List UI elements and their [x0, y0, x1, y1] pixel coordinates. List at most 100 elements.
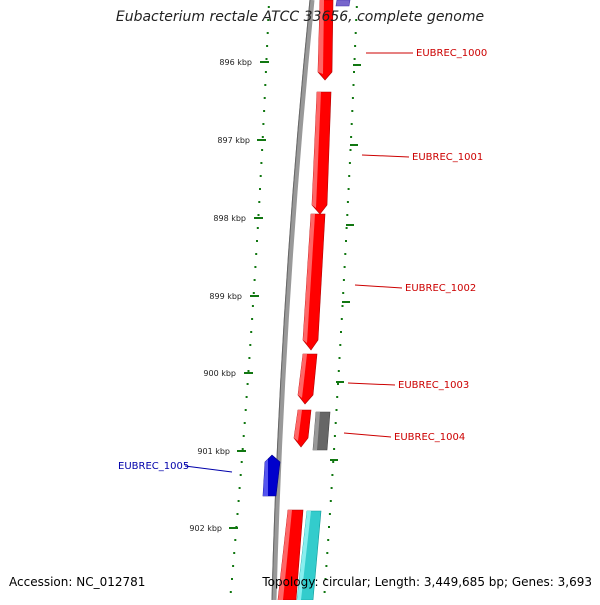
ring-dot [342, 292, 345, 294]
ring-dot [323, 591, 326, 593]
ring-dot [239, 474, 242, 476]
outer-ticks [330, 64, 361, 461]
gene-eubrec-1004-grey[interactable] [312, 411, 331, 451]
gene-label-eubrec-1005[interactable]: EUBREC_1005 [118, 461, 189, 472]
ring-dot [327, 539, 330, 541]
kbp-tick-898: 898 kbp [213, 214, 263, 223]
ring-dot [231, 578, 233, 580]
ring-dot [350, 136, 353, 138]
ring-dot [355, 6, 358, 8]
ring-dot [229, 591, 232, 593]
ring-dot [351, 110, 354, 112]
ring-dot [355, 19, 358, 21]
accession-label: Accession: NC_012781 [9, 575, 146, 589]
ring-dot [343, 266, 346, 268]
ring-dot [242, 435, 245, 437]
leader-eubrec-1004 [343, 432, 392, 438]
ring-dot [267, 19, 270, 21]
ring-dot [253, 279, 256, 281]
gene-eubrec-1004-red[interactable] [293, 409, 312, 448]
ring-dot [251, 305, 254, 307]
gene-label-eubrec-1004[interactable]: EUBREC_1004 [394, 432, 465, 443]
genome-backbone [271, 0, 315, 601]
ring-dot [325, 565, 328, 567]
ring-dot [354, 45, 357, 47]
leader-eubrec-1001 [361, 154, 410, 158]
ring-dot [264, 71, 267, 73]
ring-dot [352, 84, 355, 86]
ring-dot [331, 474, 334, 476]
gene-eubrec-1005[interactable] [262, 454, 281, 497]
ring-dot [334, 422, 337, 424]
kbp-label-897: 897 kbp [217, 136, 250, 145]
ring-dot [342, 279, 345, 281]
ring-dot [332, 461, 335, 463]
ring-dot [326, 552, 329, 554]
ring-dot [262, 123, 265, 125]
gene-label-eubrec-1003[interactable]: EUBREC_1003 [398, 380, 469, 391]
ring-dot [337, 383, 339, 385]
ring-dot [234, 539, 237, 541]
gene-label-eubrec-1002[interactable]: EUBREC_1002 [405, 283, 476, 294]
ring-dot [263, 97, 266, 99]
ring-dot [337, 370, 340, 372]
ring-dot [256, 227, 259, 229]
gene-top-purple[interactable] [335, 0, 351, 7]
ring-dot [340, 318, 343, 320]
ring-dot [259, 188, 261, 190]
ring-dot [328, 513, 331, 515]
ring-dot [261, 149, 264, 151]
leader-eubrec-1002 [354, 284, 403, 289]
kbp-tick-897: 897 kbp [217, 136, 266, 145]
gene-eubrec-1003[interactable] [297, 353, 318, 405]
ring-dot [347, 188, 350, 190]
kbp-label-896: 896 kbp [219, 58, 252, 67]
genome-summary: Topology: circular; Length: 3,449,685 bp… [262, 575, 592, 589]
leader-eubrec-1005 [184, 465, 233, 473]
ring-dot [245, 396, 248, 398]
ring-dot [246, 383, 249, 385]
ring-dot [353, 58, 356, 60]
map-title: Eubacterium rectale ATCC 33656, complete… [115, 9, 485, 25]
gene-label-eubrec-1001[interactable]: EUBREC_1001 [412, 152, 483, 163]
ring-dot [236, 513, 239, 515]
genome-backbone-edge [271, 0, 311, 601]
ring-dot [265, 58, 268, 60]
gene-eubrec-1002[interactable] [302, 213, 326, 351]
ring-dot [248, 357, 251, 359]
ring-dot [339, 344, 342, 346]
ring-dot [340, 331, 342, 333]
ring-dot [238, 487, 241, 489]
ring-dot [264, 84, 267, 86]
kbp-tick-899: 899 kbp [209, 292, 259, 301]
ring-dot [261, 136, 264, 138]
ring-dot [338, 357, 341, 359]
ring-dot [333, 448, 336, 450]
ring-dot [330, 487, 333, 489]
ring-dot [259, 175, 262, 177]
ring-dot [244, 409, 247, 411]
ring-dot [354, 32, 357, 34]
kbp-label-898: 898 kbp [213, 214, 246, 223]
gene-eubrec-1000[interactable] [317, 0, 334, 81]
ring-dot [266, 32, 269, 34]
ring-dot [258, 201, 261, 203]
ring-dot [345, 240, 347, 242]
gene-label-eubrec-1000[interactable]: EUBREC_1000 [416, 48, 487, 59]
ring-dot [335, 409, 338, 411]
ring-dot [329, 500, 332, 502]
ring-dot [336, 396, 339, 398]
ring-dot [255, 253, 258, 255]
ring-dot [345, 227, 348, 229]
ring-dot [328, 526, 330, 528]
ring-dot [256, 240, 258, 242]
ring-dot [243, 422, 246, 424]
ring-dot [344, 253, 347, 255]
ring-dot [250, 331, 253, 333]
ring-dot [333, 435, 336, 437]
ring-dot [232, 565, 235, 567]
ring-dot [350, 123, 353, 125]
gene-eubrec-1001[interactable] [311, 91, 332, 215]
